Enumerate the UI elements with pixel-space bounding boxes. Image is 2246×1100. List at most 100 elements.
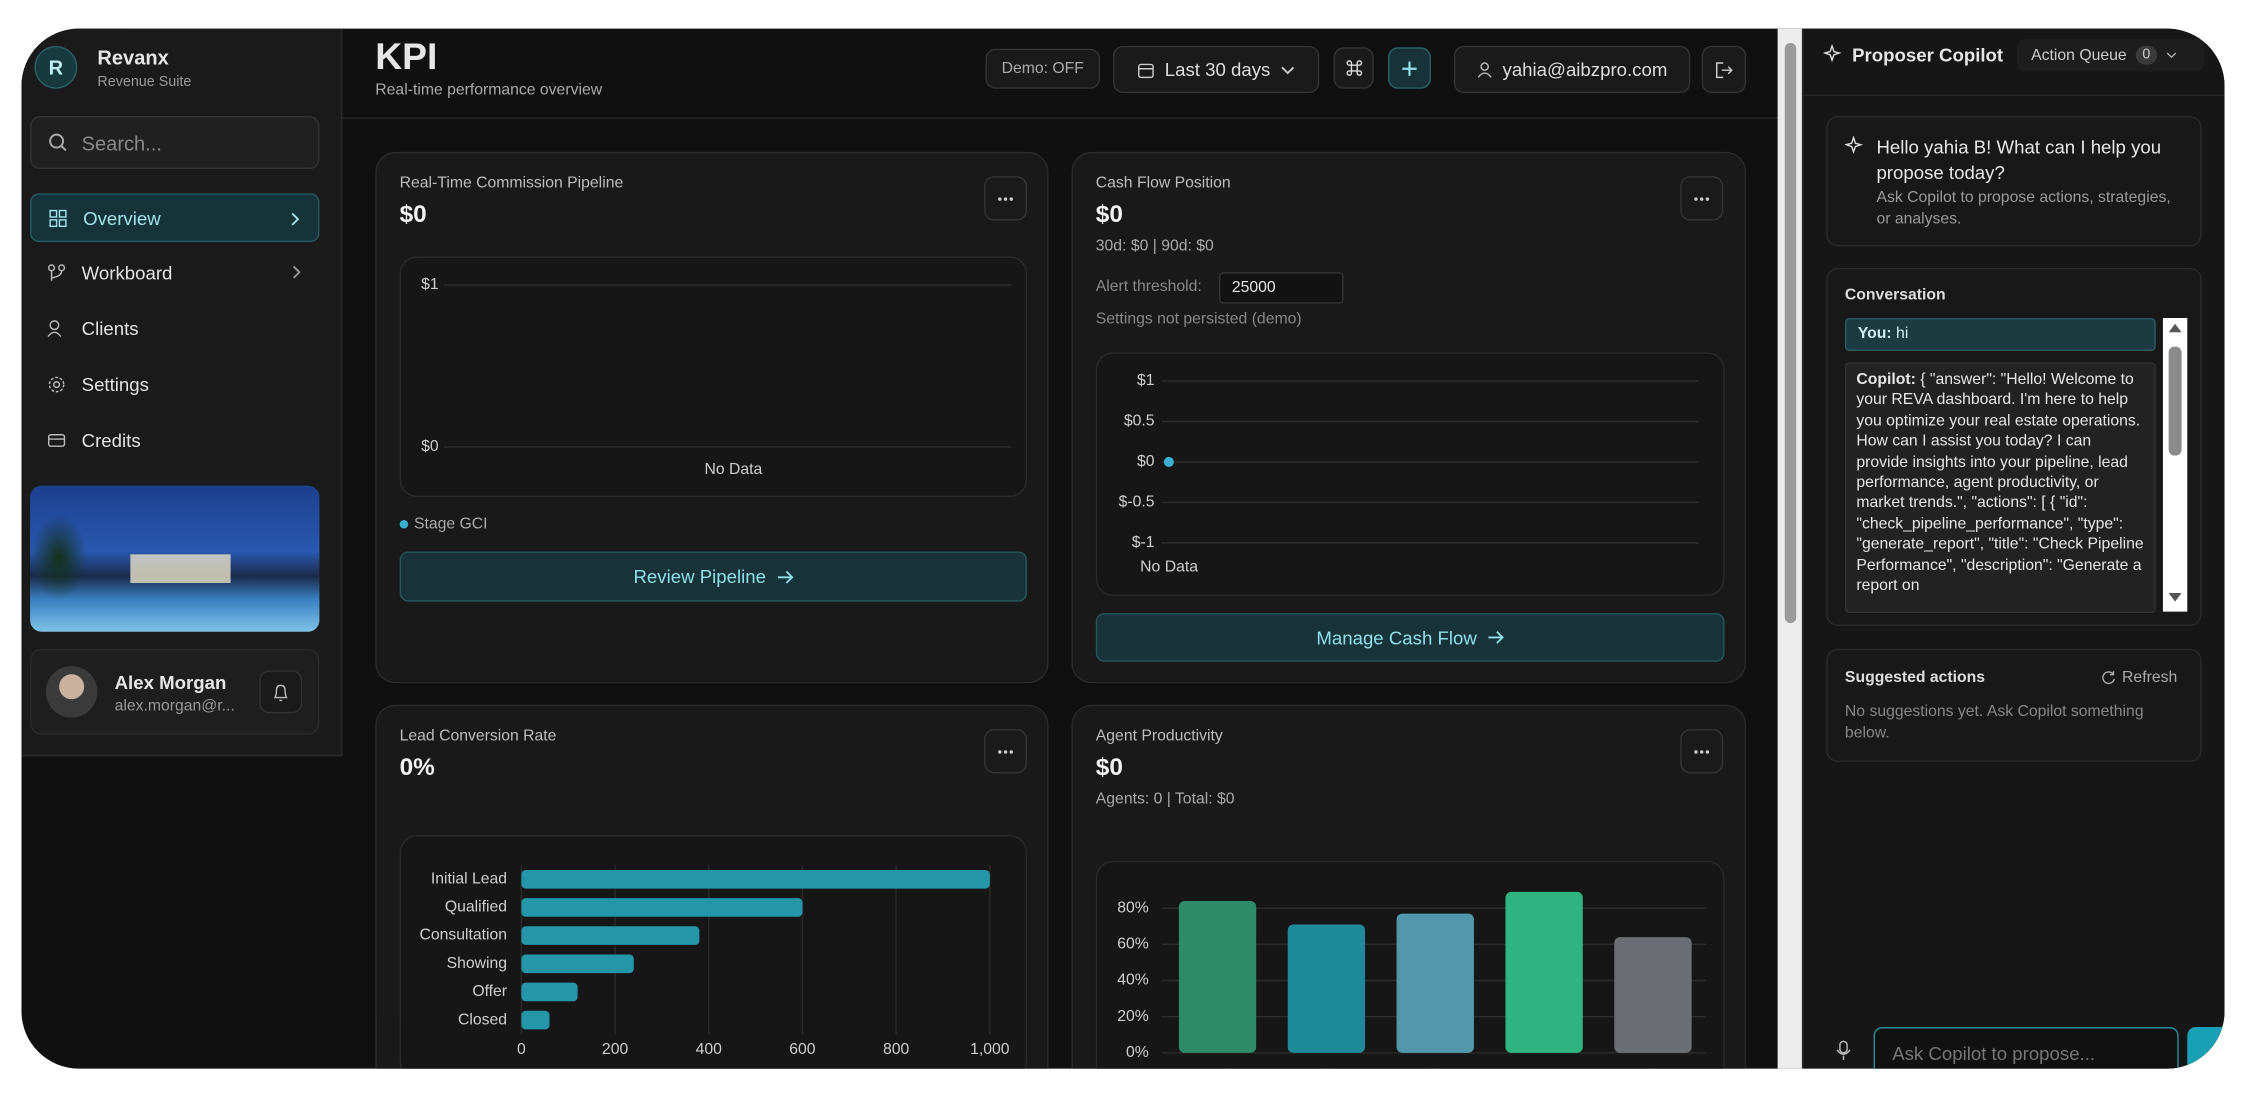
y-tick-label: $0.5: [1124, 413, 1155, 430]
threshold-label: Alert threshold:: [1095, 277, 1202, 296]
card-value: $0: [1095, 200, 1123, 228]
scrollbar-track: [1777, 28, 1802, 1069]
conversation-box: Conversation You: hi Copilot: { "answer"…: [1826, 267, 2202, 626]
queue-label: Action Queue: [2031, 46, 2127, 64]
bell-icon: [273, 683, 288, 701]
refresh-label: Refresh: [2122, 668, 2178, 687]
bar: [521, 869, 990, 889]
x-tick-label: Emma: [1521, 1067, 1567, 1069]
user-name: Alex Morgan: [114, 671, 227, 694]
category-label: Consultation: [420, 927, 508, 944]
bar: [521, 898, 803, 917]
user-card[interactable]: Alex Morgan alex.morgan@r...: [30, 648, 320, 735]
nav-item[interactable]: Clients: [30, 304, 319, 353]
card-title: Agent Productivity: [1095, 727, 1223, 745]
nav-icon: [48, 376, 65, 392]
bar: [521, 982, 578, 1002]
add-button[interactable]: [1387, 47, 1431, 89]
y-tick-label: 80%: [1117, 899, 1149, 916]
search-placeholder: Search...: [81, 131, 162, 154]
x-tick-label: 0: [517, 1041, 526, 1058]
scroll-thumb[interactable]: [2168, 346, 2182, 456]
y-tick-label: 60%: [1117, 935, 1149, 952]
x-tick-label: 400: [696, 1041, 723, 1058]
greeting-sub: Ask Copilot to propose actions, strategi…: [1876, 189, 2171, 228]
account-button[interactable]: yahia@aibzpro.com: [1453, 45, 1691, 94]
scrollbar-thumb[interactable]: [1784, 42, 1797, 624]
button-label: Manage Cash Flow: [1316, 626, 1477, 649]
x-tick-label: Mike: [1310, 1067, 1343, 1069]
user-avatar: [45, 666, 98, 718]
chart: $1 $0 No Data: [421, 276, 1012, 478]
bar: [521, 926, 700, 945]
refresh-button[interactable]: Refresh: [2102, 669, 2177, 686]
review-pipeline-button[interactable]: Review Pipeline: [399, 551, 1028, 602]
speaker: You:: [1857, 325, 1892, 343]
image-palm: [30, 514, 88, 601]
sparkle-icon: [1823, 44, 1842, 63]
suggested-box: Suggested actions Refresh No suggestions…: [1826, 648, 2202, 763]
nav-item[interactable]: Overview: [30, 193, 320, 243]
manage-cash-flow-button[interactable]: Manage Cash Flow: [1095, 613, 1725, 662]
date-range-select[interactable]: Last 30 days: [1112, 45, 1320, 94]
y-tick-label: $1: [421, 276, 439, 293]
category-label: Qualified: [445, 899, 507, 916]
card-menu[interactable]: [984, 729, 1028, 774]
send-button[interactable]: [2187, 1027, 2225, 1069]
copilot-input[interactable]: Ask Copilot to propose...: [1873, 1027, 2179, 1069]
command-button[interactable]: [1333, 47, 1374, 89]
mic-button[interactable]: [1835, 1040, 1852, 1063]
kpi-card: Real-Time Commission Pipeline $0 $1 $0 No …: [375, 151, 1049, 684]
card-menu[interactable]: [1680, 176, 1724, 221]
brand-name: Revanx: [97, 45, 169, 69]
y-tick-label: 0%: [1126, 1044, 1149, 1061]
x-tick-label: John: [1636, 1067, 1670, 1069]
bar: [1614, 937, 1692, 1053]
bar: [521, 1010, 550, 1030]
threshold-input[interactable]: 25000: [1218, 272, 1344, 304]
x-tick-label: 600: [789, 1041, 816, 1058]
category-label: Offer: [472, 983, 507, 1000]
action-queue-button[interactable]: Action Queue 0: [2016, 38, 2205, 72]
copilot-title: Proposer Copilot: [1852, 44, 2004, 66]
bar: [521, 954, 634, 974]
greeting-box: Hello yahia B! What can I help you propo…: [1826, 116, 2202, 247]
message-scrollbar: [2162, 317, 2188, 612]
scroll-down[interactable]: [2168, 593, 2182, 602]
demo-toggle[interactable]: Demo: OFF: [985, 48, 1101, 89]
button-label: Review Pipeline: [633, 565, 766, 588]
nav-item[interactable]: Settings: [30, 360, 319, 409]
nav-label: Settings: [81, 373, 149, 395]
date-range: Last 30 days: [1164, 58, 1271, 81]
notifications-button[interactable]: [259, 670, 303, 714]
nav-label: Credits: [81, 429, 141, 451]
y-tick-label: $-0.5: [1119, 494, 1155, 511]
dots-icon: [998, 196, 1013, 201]
card-title: Cash Flow Position: [1095, 174, 1231, 192]
y-tick-label: 40%: [1117, 972, 1149, 989]
nav-item[interactable]: Credits: [30, 415, 319, 464]
chevron: [292, 265, 301, 279]
logout-button[interactable]: [1701, 45, 1747, 94]
chevron-down: [2167, 51, 2177, 58]
nav-label: Overview: [83, 206, 161, 229]
header-divider: [342, 117, 1778, 119]
app-frame: R Revanx Revenue Suite Search... Overvie…: [21, 28, 2225, 1069]
scroll-up[interactable]: [2168, 323, 2182, 333]
conversation-title: Conversation: [1844, 286, 1946, 304]
card-menu[interactable]: [984, 176, 1028, 221]
page-title: KPI: [375, 34, 438, 78]
image-building: [130, 554, 231, 583]
card-value: $0: [1095, 753, 1123, 781]
kpi-card: Agent Productivity $0 Agents: 0 | Total:…: [1071, 704, 1747, 1069]
card-menu[interactable]: [1680, 729, 1724, 774]
category-label: Showing: [447, 955, 507, 972]
suggested-title: Suggested actions: [1844, 668, 1986, 687]
nav-item[interactable]: Workboard: [30, 248, 319, 297]
empty-label: No Data: [1140, 558, 1198, 575]
speaker: Copilot:: [1856, 370, 1916, 389]
search-icon: [49, 133, 67, 152]
search-box[interactable]: Search...: [30, 116, 320, 170]
